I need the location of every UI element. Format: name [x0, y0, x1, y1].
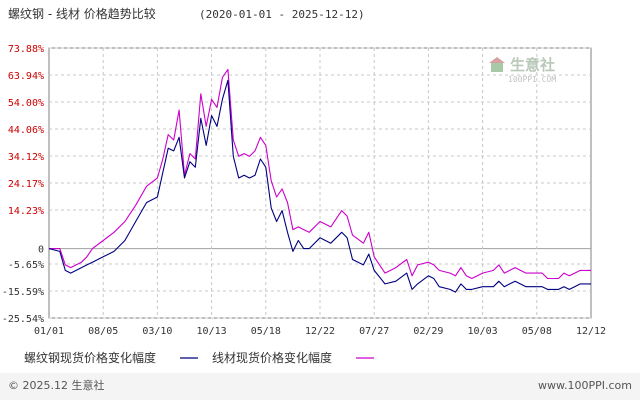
y-tick-label: 34.12%	[8, 152, 44, 163]
y-tick-label: 14.23%	[8, 206, 44, 217]
chart-title: 螺纹钢 - 线材 价格趋势比较	[8, 6, 156, 21]
legend-label-rebar: 螺纹钢现货价格变化幅度	[24, 350, 156, 365]
x-tick-label: 08/05	[88, 326, 118, 337]
y-tick-label: 63.94%	[8, 71, 44, 82]
y-tick-label: 54.00%	[8, 98, 44, 109]
chart-date-range: (2020-01-01 - 2025-12-12)	[199, 8, 365, 21]
x-axis-ticks: 01/01 08/05 03/10 10/13 05/18 12/22 07/27 02/29…	[34, 326, 606, 337]
y-tick-label: -15.59%	[2, 287, 44, 298]
x-tick-label: 05/08	[522, 326, 552, 337]
house-logo-body-icon	[491, 63, 503, 72]
x-tick-label: 10/03	[468, 326, 498, 337]
footer-bar	[0, 373, 640, 400]
house-logo-icon	[489, 57, 505, 63]
y-tick-label: 44.06%	[8, 125, 44, 136]
watermark-url: 100PPI.COM	[508, 75, 556, 84]
y-tick-label: -5.65%	[8, 260, 44, 271]
footer-copyright: © 2025.12 生意社	[8, 378, 104, 392]
x-tick-label: 07/27	[359, 326, 389, 337]
series-lines	[48, 68, 591, 293]
footer-site-link[interactable]: www.100PPI.com	[538, 379, 632, 392]
x-tick-label: 12/22	[305, 326, 335, 337]
x-tick-label: 10/13	[197, 326, 227, 337]
y-tick-label: -25.54%	[2, 314, 44, 325]
y-axis-ticks: 73.88% 63.94% 54.00% 44.06% 34.12% 24.17% 14.2…	[2, 44, 44, 325]
y-tick-label: 24.17%	[8, 179, 44, 190]
watermark-name: 生意社	[510, 56, 555, 74]
x-tick-label: 05/18	[251, 326, 281, 337]
y-tick-label: 0	[38, 245, 44, 256]
grid-lines	[49, 47, 591, 319]
series-line-wire	[49, 68, 591, 280]
x-tick-label: 02/29	[413, 326, 443, 337]
x-tick-label: 01/01	[34, 326, 64, 337]
series-line-rebar	[48, 79, 591, 293]
legend: 螺纹钢现货价格变化幅度 线材现货价格变化幅度	[24, 350, 374, 365]
x-tick-label: 12/12	[576, 326, 606, 337]
x-tick-label: 03/10	[142, 326, 172, 337]
y-tick-label: 73.88%	[8, 44, 44, 55]
legend-label-wire: 线材现货价格变化幅度	[212, 350, 332, 365]
watermark: 生意社 100PPI.COM	[489, 56, 556, 84]
